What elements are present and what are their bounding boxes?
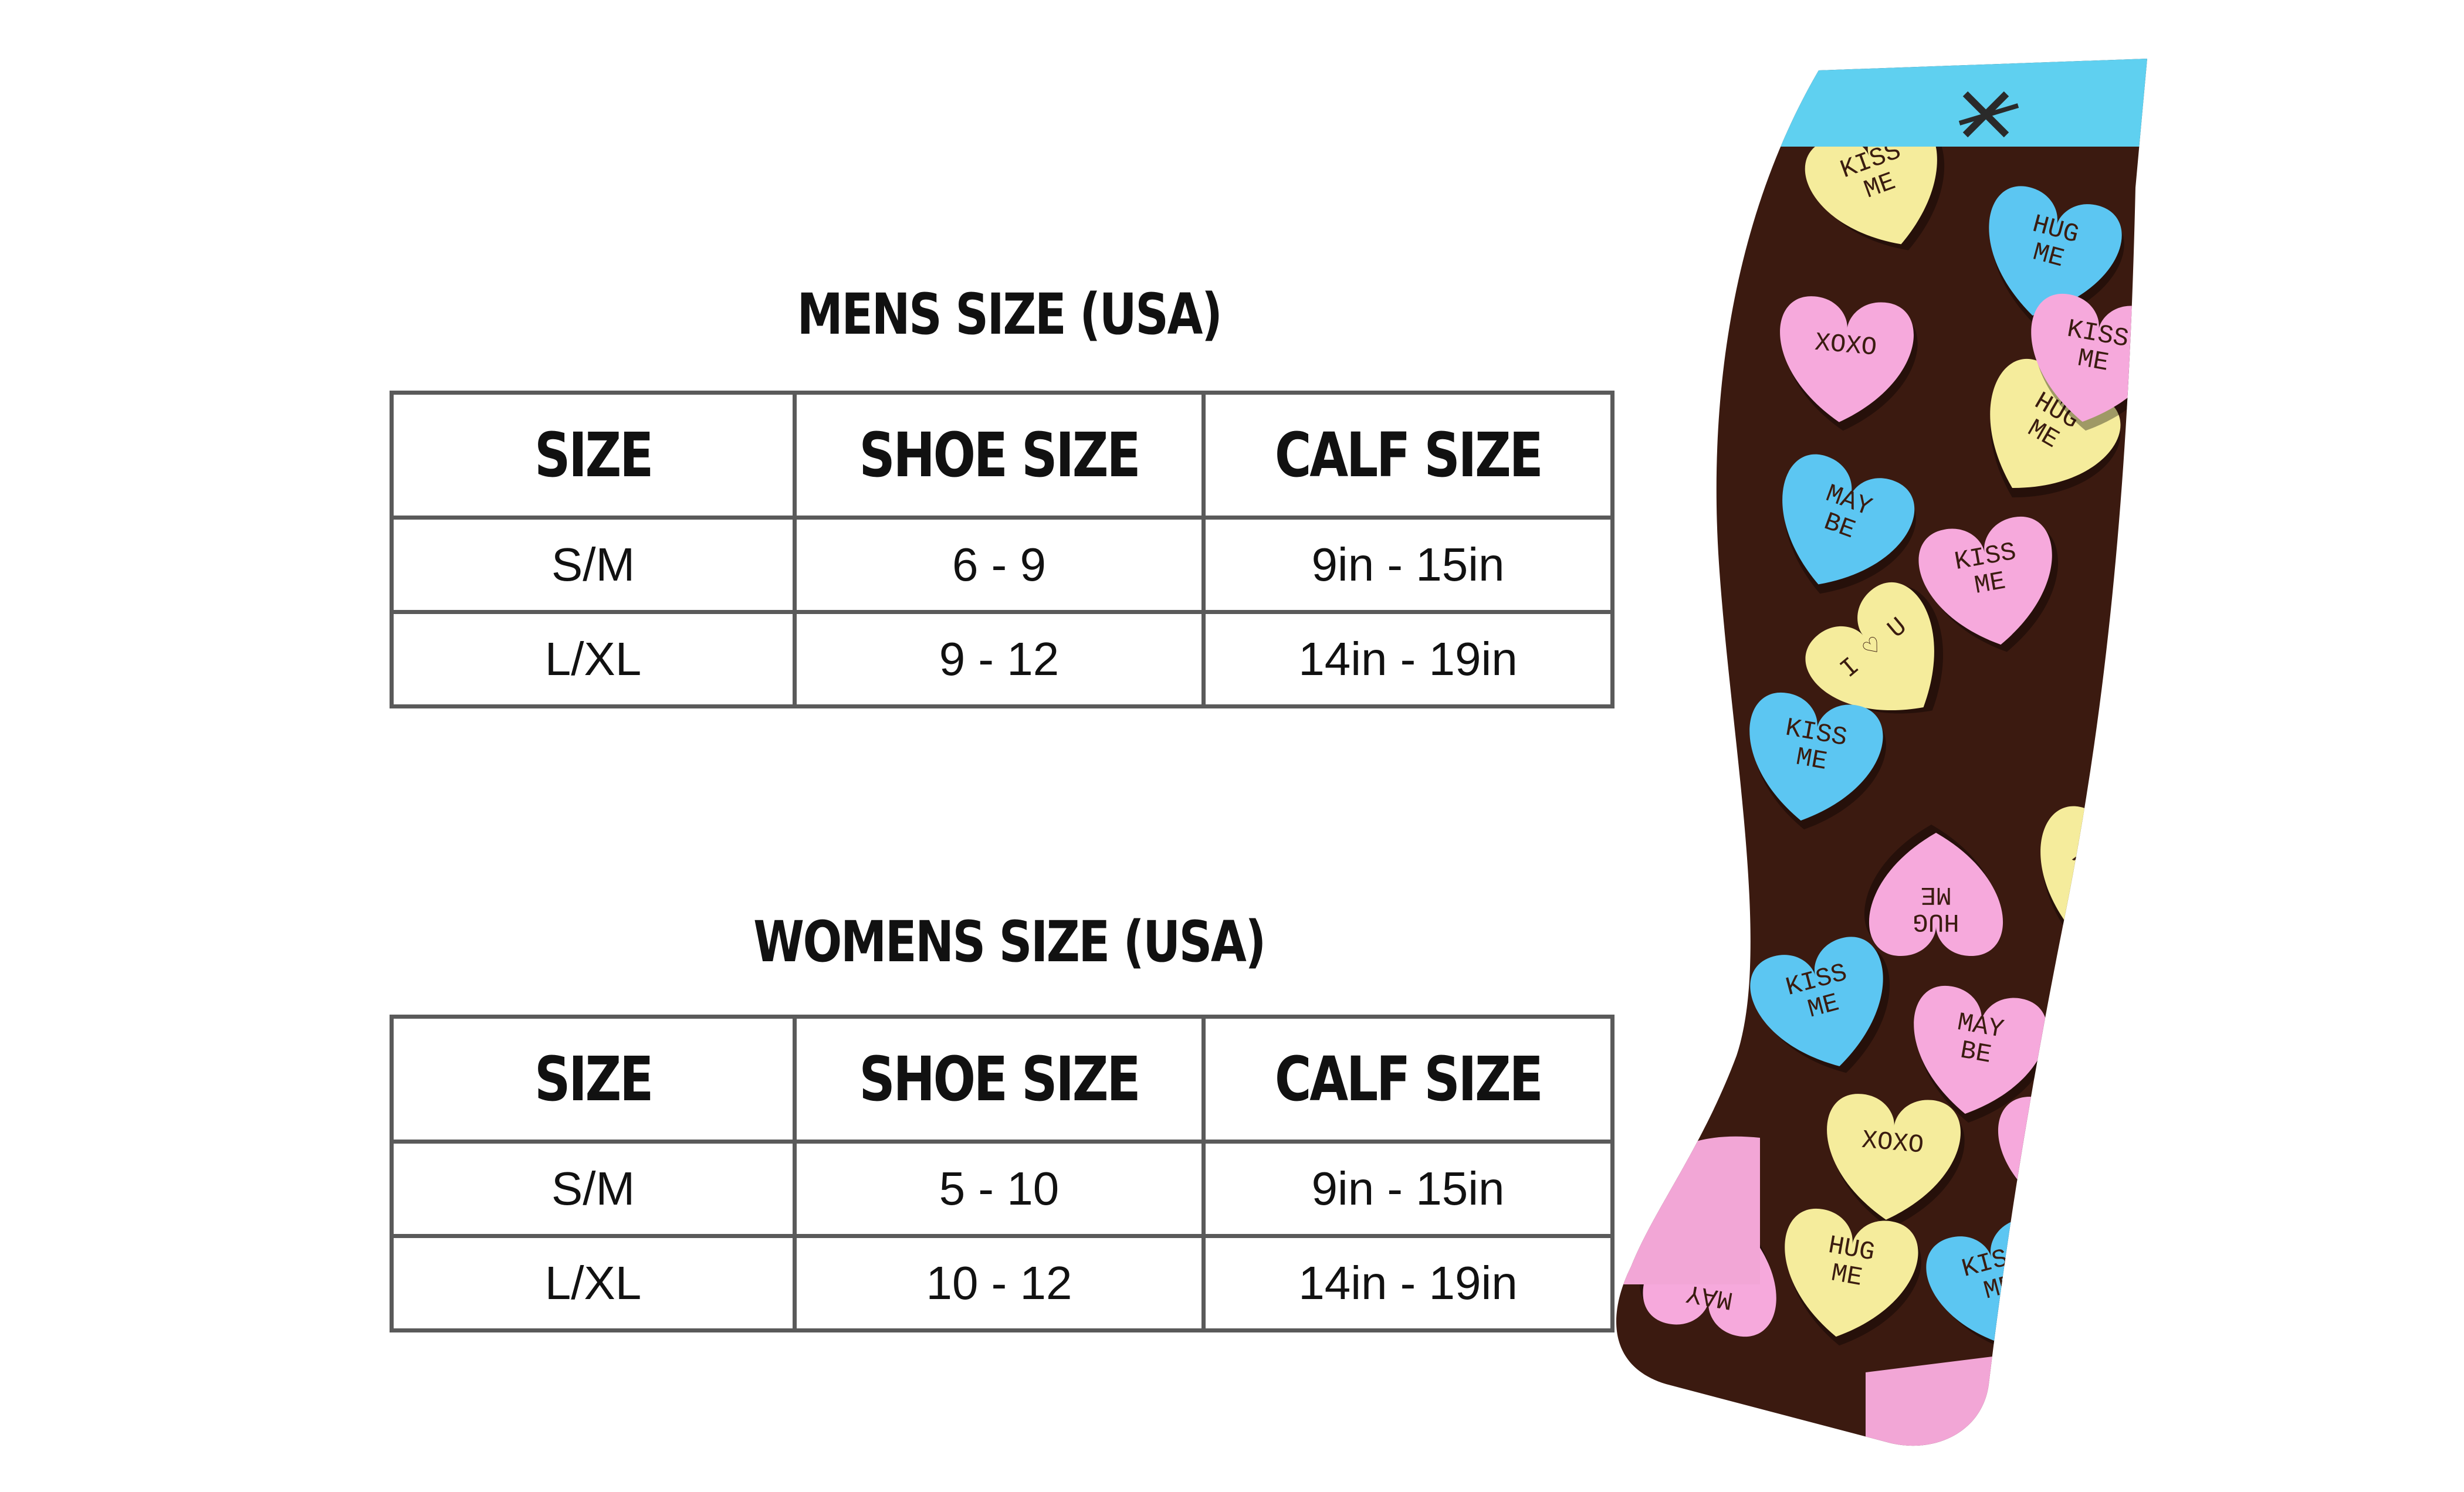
heart-text: XOXO: [2069, 840, 2137, 889]
cell-shoe-size: 10 - 12: [793, 1234, 1206, 1332]
heart-text: ME: [1829, 1259, 1864, 1293]
cell-calf-size: 14in - 19in: [1201, 610, 1615, 708]
table-row: L/XL 9 - 12 14in - 19in: [390, 610, 1615, 708]
table-row: L/XL 10 - 12 14in - 19in: [390, 1234, 1615, 1332]
cell-size: L/XL: [390, 610, 797, 708]
table-header-row: SIZE SHOE SIZE CALF SIZE: [390, 1015, 1615, 1144]
header-calf-size: CALF SIZE: [1201, 391, 1615, 520]
mens-size-table: SIZE SHOE SIZE CALF SIZE S/M 6 - 9 9in -…: [390, 391, 1615, 708]
header-size: SIZE: [390, 391, 797, 520]
cell-calf-size: 9in - 15in: [1201, 516, 1615, 614]
header-shoe-size: SHOE SIZE: [793, 391, 1206, 520]
cell-shoe-size: 9 - 12: [793, 610, 1206, 708]
heart-text: HUG: [1913, 907, 1959, 936]
heart-text: BE: [1958, 1036, 1993, 1070]
cell-calf-size: 14in - 19in: [1201, 1234, 1615, 1332]
womens-size-title: WOMENS SIZE (USA): [753, 909, 1266, 975]
candy-heart: XOXO: [1780, 296, 1918, 431]
heart-text: XOXO: [2034, 1128, 2096, 1158]
cell-shoe-size: 6 - 9: [793, 516, 1206, 614]
cell-size: L/XL: [390, 1234, 797, 1332]
sock-cuff: [1616, 59, 2147, 147]
sock-heel: [1616, 1136, 1760, 1284]
heart-text: ME: [1921, 880, 1952, 909]
mens-size-title: MENS SIZE (USA): [797, 282, 1223, 347]
cell-shoe-size: 5 - 10: [793, 1140, 1206, 1238]
cell-calf-size: 9in - 15in: [1201, 1140, 1615, 1238]
candy-heart: XOXO: [1827, 1094, 1965, 1229]
header-size: SIZE: [390, 1015, 797, 1144]
heart-text: ME: [1793, 742, 1829, 776]
heart-text: XOXO: [1813, 328, 1878, 363]
table-row: S/M 6 - 9 9in - 15in: [390, 516, 1615, 614]
cell-size: S/M: [390, 516, 797, 614]
womens-size-table: SIZE SHOE SIZE CALF SIZE S/M 5 - 10 9in …: [390, 1015, 1615, 1332]
heart-text: ME: [1972, 567, 2008, 601]
heart-text: ME: [2075, 344, 2111, 378]
header-shoe-size: SHOE SIZE: [793, 1015, 1206, 1144]
heart-text: XOXO: [1860, 1126, 1925, 1161]
table-header-row: SIZE SHOE SIZE CALF SIZE: [390, 391, 1615, 520]
sock-toe: [1866, 1355, 2006, 1446]
cell-size: S/M: [390, 1140, 797, 1238]
header-calf-size: CALF SIZE: [1201, 1015, 1615, 1144]
brand-logo-icon: [1958, 91, 2019, 138]
candy-heart: XOXO: [1998, 1097, 2137, 1228]
candy-heart: I ♡ U: [1805, 582, 1943, 714]
table-row: S/M 5 - 10 9in - 15in: [390, 1140, 1615, 1238]
